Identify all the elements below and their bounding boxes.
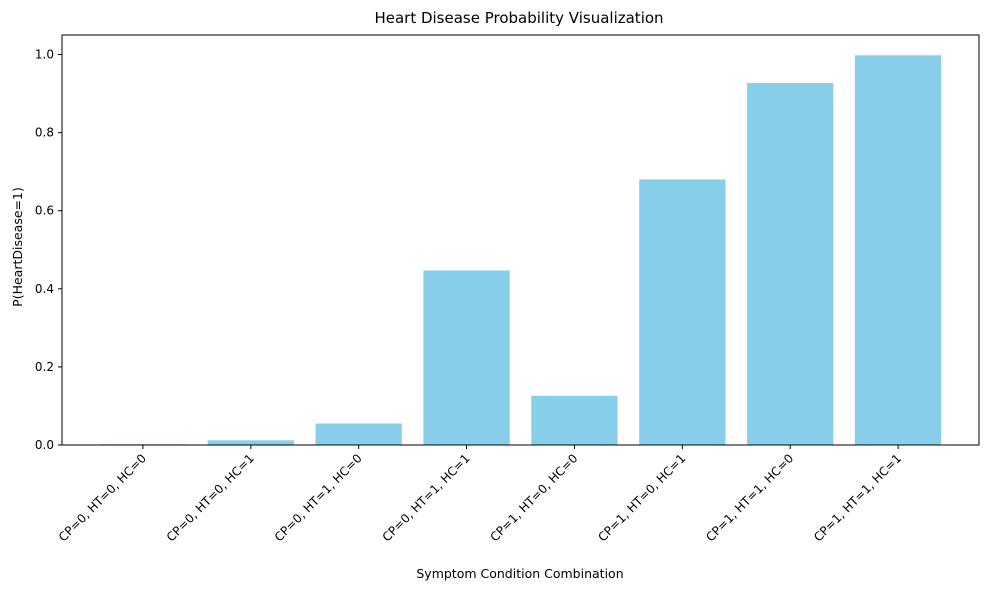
y-tick-label: 0.8 bbox=[35, 126, 54, 140]
x-tick-label: CP=0, HT=0, HC=0 bbox=[56, 451, 149, 544]
x-axis: CP=0, HT=0, HC=0 CP=0, HT=0, HC=1 CP=0, HT… bbox=[56, 445, 904, 544]
bar bbox=[207, 440, 294, 445]
y-axis-label: P(HeartDisease=1) bbox=[10, 187, 25, 307]
chart-title: Heart Disease Probability Visualization bbox=[374, 9, 663, 27]
x-tick-label: CP=0, HT=1, HC=0 bbox=[272, 451, 365, 544]
y-tick-label: 0.4 bbox=[35, 282, 54, 296]
x-tick-label: CP=0, HT=0, HC=1 bbox=[164, 451, 257, 544]
y-tick-label: 1.0 bbox=[35, 48, 54, 62]
x-tick-label: CP=1, HT=0, HC=1 bbox=[595, 451, 688, 544]
bars-layer bbox=[99, 55, 942, 446]
x-tick-label: CP=1, HT=0, HC=0 bbox=[487, 451, 580, 544]
bar bbox=[315, 423, 402, 445]
bar bbox=[854, 55, 942, 446]
y-axis: 0.0 0.2 0.4 0.6 0.8 1.0 bbox=[35, 48, 62, 452]
x-tick-label: CP=1, HT=1, HC=1 bbox=[811, 451, 904, 544]
y-tick-label: 0.6 bbox=[35, 204, 54, 218]
y-tick-label: 0.0 bbox=[35, 438, 54, 452]
bar bbox=[423, 270, 510, 445]
y-tick-label: 0.2 bbox=[35, 360, 54, 374]
x-tick-label: CP=1, HT=1, HC=0 bbox=[703, 451, 796, 544]
x-axis-label: Symptom Condition Combination bbox=[416, 566, 623, 581]
x-tick-label: CP=0, HT=1, HC=1 bbox=[380, 451, 473, 544]
plot-frame bbox=[61, 34, 980, 446]
bar bbox=[747, 83, 834, 446]
bar bbox=[531, 395, 618, 445]
bar bbox=[639, 179, 726, 445]
